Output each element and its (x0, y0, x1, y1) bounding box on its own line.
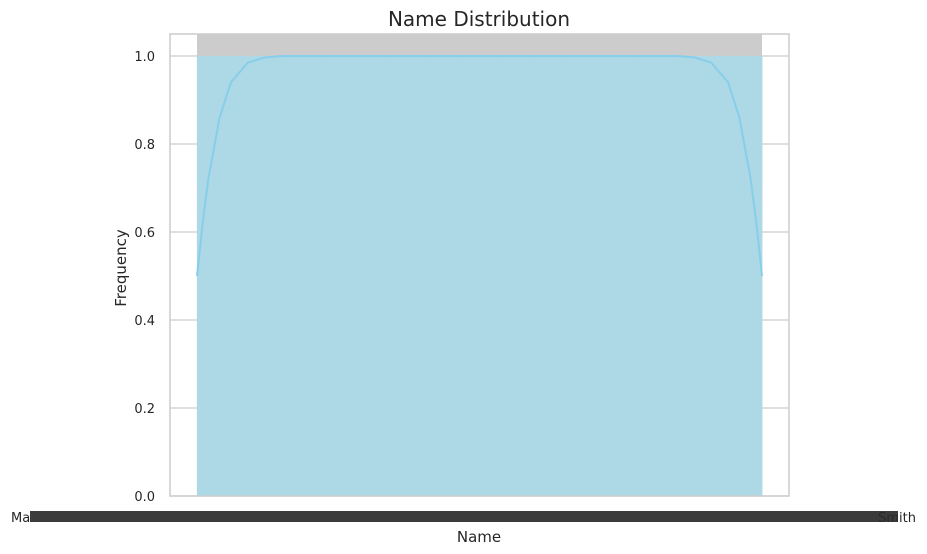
bar (620, 55, 639, 497)
bar (497, 55, 516, 497)
bar (408, 55, 427, 497)
x-tick-label: Ma (11, 511, 30, 526)
bar (708, 55, 728, 497)
bar-top-band (197, 34, 762, 56)
bar (196, 55, 216, 497)
x-axis-label: Name (457, 528, 501, 546)
bar (267, 55, 286, 497)
bar (744, 55, 763, 497)
y-tick-label: 0.2 (134, 402, 155, 417)
bar (373, 55, 392, 497)
bar (585, 55, 604, 497)
bar (285, 55, 304, 497)
bar (426, 55, 445, 497)
bar (338, 55, 357, 497)
bar (726, 55, 745, 497)
y-tick-label: 0.8 (134, 138, 155, 153)
chart-title: Name Distribution (388, 7, 570, 31)
x-tick-label-overlap (30, 511, 898, 522)
bar (232, 55, 251, 497)
bar (302, 55, 322, 497)
bar (514, 55, 533, 497)
bar (602, 55, 622, 497)
axes-frame (169, 33, 790, 497)
bar (320, 55, 339, 497)
kde-line (196, 55, 763, 277)
y-tick-label: 0.0 (134, 490, 155, 505)
y-tick-label: 0.4 (134, 314, 155, 329)
y-tick-label: 1.0 (134, 50, 155, 65)
bar (638, 55, 657, 497)
bar (391, 55, 410, 497)
bar (532, 55, 551, 497)
bar (691, 55, 710, 497)
bar (479, 55, 498, 497)
bar (673, 55, 692, 497)
bar (355, 55, 375, 497)
bar (567, 55, 586, 497)
bar (249, 55, 269, 497)
bar (444, 55, 463, 497)
bar (655, 55, 675, 497)
bar (214, 55, 233, 497)
bar (549, 55, 569, 497)
y-axis-label: Frequency (112, 229, 130, 307)
y-tick-label: 0.6 (134, 226, 155, 241)
bar (461, 55, 480, 497)
